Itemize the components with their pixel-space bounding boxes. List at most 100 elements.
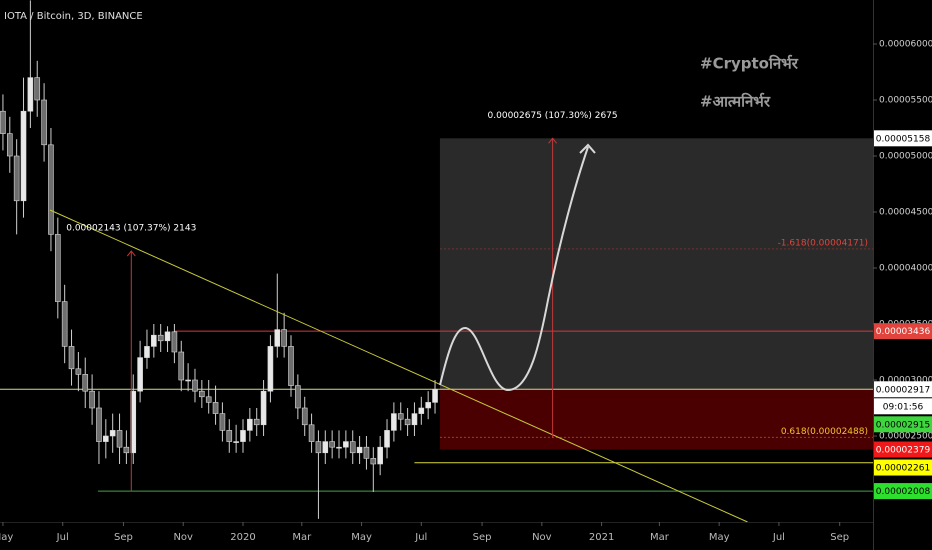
x-tick-label: 2020 — [230, 532, 255, 543]
timer-label: 09:01:56 — [883, 402, 924, 412]
price-tag — [874, 441, 932, 458]
candle-body — [356, 446, 363, 454]
candle-body — [185, 379, 191, 382]
plot-area: -1.618(0.00004171) 0.618(0.00002488) 0.000… — [0, 0, 873, 523]
x-tick-label: Nov — [532, 532, 552, 543]
candle-body — [370, 458, 377, 465]
price-axis: 0.000025000.000030000.000035000.00004000… — [873, 40, 932, 500]
candle-body — [137, 357, 143, 392]
candle-body — [233, 441, 239, 443]
candle-body — [267, 346, 274, 392]
candle-body — [322, 441, 329, 454]
x-tick-label: Jul — [772, 532, 785, 543]
candle-body — [123, 446, 130, 454]
candle-body — [27, 77, 34, 112]
stop-zone — [439, 389, 873, 450]
candle-body — [130, 390, 137, 454]
measure-label: 0.00002675 (107.30%) 2675 — [488, 111, 618, 121]
y-tick-label: 0.00005000 — [879, 152, 932, 162]
trendline — [49, 209, 748, 523]
x-tick-label: 2021 — [589, 532, 614, 543]
candle-body — [192, 379, 198, 392]
note: #Cryptoनिर्भर — [700, 55, 799, 73]
candle-body — [41, 99, 47, 146]
candle-body — [96, 407, 102, 442]
candle-body — [425, 402, 431, 409]
price-tag-label: 0.00003436 — [876, 327, 931, 337]
x-tick-label: Jul — [56, 532, 69, 543]
x-tick-label: May — [351, 532, 372, 543]
price-tag-label: 0.00002915 — [876, 420, 930, 430]
candle-body — [157, 334, 164, 342]
candle-body — [404, 418, 411, 426]
candle-body — [411, 413, 418, 426]
measure-arrowhead — [548, 137, 557, 144]
candle-body — [199, 390, 205, 398]
price-tag — [874, 416, 932, 433]
candle-body — [308, 424, 315, 442]
candle-body — [171, 331, 178, 353]
candle-body — [116, 430, 123, 448]
candle-body — [377, 446, 383, 465]
candle-body — [205, 396, 212, 403]
candle-body — [6, 133, 13, 157]
price-tag — [874, 323, 932, 340]
price-tag — [874, 130, 932, 147]
candle-body — [48, 144, 54, 235]
candle-body — [281, 329, 287, 347]
candle-body — [164, 331, 171, 342]
candle-body — [55, 234, 61, 302]
x-tick-label: Jul — [414, 532, 427, 543]
candle-body — [295, 385, 301, 409]
candle-body — [13, 155, 20, 202]
projection-curve — [439, 146, 589, 392]
price-tag-label: 0.00002379 — [876, 446, 931, 456]
x-tick-label: Nov — [173, 532, 193, 543]
x-tick-label: Mar — [650, 532, 670, 543]
x-tick-label: May — [709, 532, 730, 543]
candle-body — [219, 413, 226, 431]
candle-body — [397, 413, 404, 420]
note: #आत्मनिर्भर — [700, 93, 771, 111]
candle-body — [0, 110, 6, 134]
projection-arrowhead — [579, 143, 596, 154]
candle-body — [89, 390, 95, 409]
price-tag-label: 0.00002917 — [876, 385, 930, 395]
candle-body — [288, 346, 294, 386]
chart-title: IOTA / Bitcoin, 3D, BINANCE — [4, 11, 143, 22]
y-tick-label: 0.00004500 — [879, 208, 932, 218]
candle-body — [226, 430, 233, 442]
candle-body — [253, 418, 260, 426]
x-tick-label: Sep — [830, 532, 849, 543]
candle-body — [349, 441, 356, 454]
candle-body — [391, 413, 397, 431]
candle-body — [240, 430, 246, 442]
y-tick-label: 0.00006000 — [879, 40, 932, 50]
y-tick-label: 0.00002500 — [879, 431, 932, 441]
price-tag-label: 0.00002008 — [876, 487, 931, 497]
timer-box — [874, 398, 932, 415]
fib-label: 0.618(0.00002488) — [781, 427, 868, 437]
candle-body — [103, 435, 109, 442]
candle-body — [212, 402, 219, 414]
candle-body — [178, 351, 185, 381]
candle-body — [363, 446, 370, 459]
candle-body — [109, 430, 116, 437]
price-tag-label: 0.00005158 — [876, 134, 931, 144]
price-tag — [874, 483, 932, 500]
target-zone — [439, 138, 873, 390]
candle-body — [20, 110, 27, 202]
candle-body — [82, 374, 89, 392]
candle-body — [418, 407, 425, 414]
measure-label: 0.00002143 (107.37%) 2143 — [66, 224, 196, 234]
candle-body — [432, 388, 438, 403]
candle-body — [68, 346, 75, 370]
candle-body — [301, 407, 308, 426]
x-tick-label: Sep — [473, 532, 492, 543]
y-tick-label: 0.00004000 — [879, 263, 932, 273]
price-tag-label: 0.00002261 — [876, 464, 930, 474]
y-tick-label: 0.00003000 — [879, 375, 932, 385]
candle-body — [247, 418, 253, 431]
fib-label: -1.618(0.00004171) — [778, 238, 868, 248]
